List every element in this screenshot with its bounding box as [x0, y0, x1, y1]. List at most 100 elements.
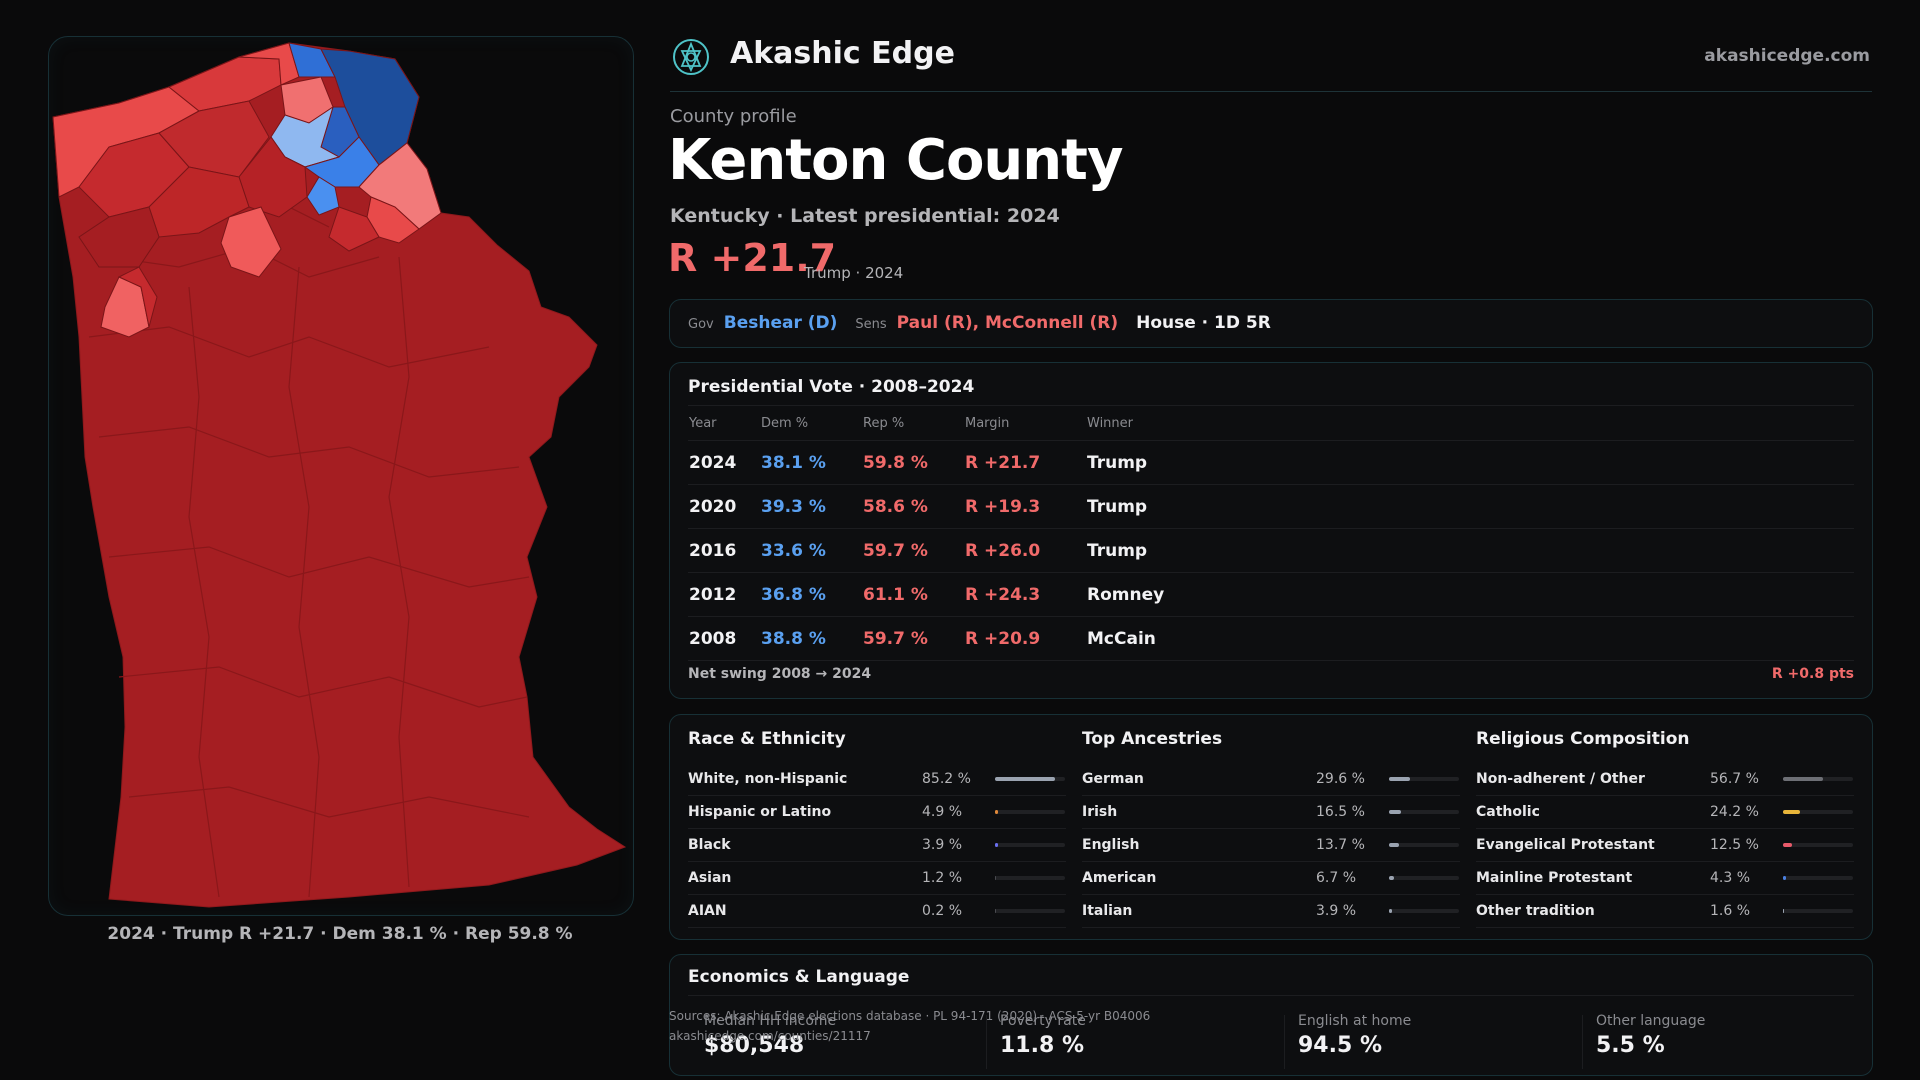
- stat-separator: [986, 1015, 987, 1069]
- item-label: American: [1082, 870, 1157, 886]
- col-rep: Rep %: [862, 405, 964, 441]
- celtic-knot-icon[interactable]: [672, 38, 710, 76]
- table-row[interactable]: 2024 38.1 % 59.8 % R +21.7 Trump: [688, 440, 1854, 485]
- cell-winner: Romney: [1086, 572, 1854, 617]
- list-item: AIAN 0.2 %: [688, 895, 1066, 928]
- cell-margin: R +24.3: [964, 572, 1086, 617]
- share-bar-fill: [995, 843, 998, 847]
- share-bar-fill: [995, 876, 997, 880]
- share-bar: [1783, 843, 1853, 847]
- item-value: 1.2 %: [922, 870, 963, 886]
- stat-label: Median HH income: [704, 1013, 837, 1029]
- item-label: Catholic: [1476, 804, 1540, 820]
- cell-year: 2012: [688, 572, 760, 617]
- net-swing-label: Net swing 2008 → 2024: [688, 666, 872, 682]
- item-value: 56.7 %: [1710, 771, 1759, 787]
- share-bar: [995, 843, 1065, 847]
- col-winner: Winner: [1086, 405, 1854, 441]
- item-label: Asian: [688, 870, 732, 886]
- sources-url[interactable]: akashicedge.com/counties/21117: [669, 1029, 871, 1043]
- item-label: Evangelical Protestant: [1476, 837, 1655, 853]
- share-bar: [1783, 810, 1853, 814]
- brand-name[interactable]: Akashic Edge: [730, 36, 955, 71]
- cell-winner: Trump: [1086, 528, 1854, 573]
- share-bar: [1783, 876, 1853, 880]
- item-value: 13.7 %: [1316, 837, 1365, 853]
- share-bar: [1783, 777, 1853, 781]
- share-bar: [1783, 909, 1853, 913]
- stat-other-language: Other language 5.5 %: [1596, 1013, 1705, 1058]
- cell-year: 2024: [688, 440, 760, 485]
- col-dem: Dem %: [760, 405, 862, 441]
- list-item: Asian 1.2 %: [688, 862, 1066, 895]
- cell-margin: R +21.7: [964, 440, 1086, 485]
- cell-winner: Trump: [1086, 440, 1854, 485]
- page-subtitle: Kentucky · Latest presidential: 2024: [670, 205, 1060, 227]
- race-title: Race & Ethnicity: [688, 729, 846, 749]
- cell-year: 2016: [688, 528, 760, 573]
- share-bar: [1389, 876, 1459, 880]
- share-bar: [995, 810, 1065, 814]
- list-item: Mainline Protestant 4.3 %: [1476, 862, 1854, 895]
- officials-card: Gov Beshear (D) Sens Paul (R), McConnell…: [669, 299, 1873, 348]
- governor-value: Beshear (D): [723, 313, 838, 333]
- county-map-panel[interactable]: [48, 36, 634, 916]
- stat-median-income: Median HH income $80,548: [704, 1013, 836, 1058]
- page-eyebrow: County profile: [670, 106, 797, 127]
- list-item: Evangelical Protestant 12.5 %: [1476, 829, 1854, 862]
- cell-dem: 33.6 %: [760, 528, 862, 573]
- senators-value: Paul (R), McConnell (R): [896, 313, 1119, 333]
- share-bar: [995, 876, 1065, 880]
- map-caption: 2024 · Trump R +21.7 · Dem 38.1 % · Rep …: [107, 924, 573, 944]
- share-bar-fill: [1783, 909, 1785, 913]
- item-label: English: [1082, 837, 1140, 853]
- ancestry-title: Top Ancestries: [1082, 729, 1223, 749]
- county-precinct-map[interactable]: [49, 37, 633, 915]
- stat-english-home: English at home 94.5 %: [1298, 1013, 1411, 1058]
- table-row[interactable]: 2020 39.3 % 58.6 % R +19.3 Trump: [688, 484, 1854, 529]
- item-label: Other tradition: [1476, 903, 1595, 919]
- item-label: Mainline Protestant: [1476, 870, 1633, 886]
- share-bar: [1389, 843, 1459, 847]
- item-value: 0.2 %: [922, 903, 963, 919]
- site-link[interactable]: akashicedge.com: [1704, 46, 1870, 66]
- list-item: Black 3.9 %: [688, 829, 1066, 862]
- share-bar-fill: [1389, 843, 1399, 847]
- item-label: Italian: [1082, 903, 1133, 919]
- table-row[interactable]: 2008 38.8 % 59.7 % R +20.9 McCain: [688, 616, 1854, 661]
- header-divider: [670, 91, 1872, 92]
- cell-rep: 58.6 %: [862, 484, 964, 529]
- cell-dem: 36.8 %: [760, 572, 862, 617]
- share-bar-fill: [1783, 876, 1786, 880]
- cell-winner: McCain: [1086, 616, 1854, 661]
- cell-dem: 39.3 %: [760, 484, 862, 529]
- list-item: American 6.7 %: [1082, 862, 1460, 895]
- list-item: White, non-Hispanic 85.2 %: [688, 763, 1066, 796]
- share-bar-fill: [995, 777, 1055, 781]
- list-item: Catholic 24.2 %: [1476, 796, 1854, 829]
- sens-label: Sens: [855, 317, 887, 332]
- table-row[interactable]: 2012 36.8 % 61.1 % R +24.3 Romney: [688, 572, 1854, 617]
- item-label: Non-adherent / Other: [1476, 771, 1645, 787]
- item-value: 16.5 %: [1316, 804, 1365, 820]
- cell-year: 2020: [688, 484, 760, 529]
- item-value: 4.9 %: [922, 804, 963, 820]
- table-row[interactable]: 2016 33.6 % 59.7 % R +26.0 Trump: [688, 528, 1854, 573]
- share-bar: [995, 909, 1065, 913]
- headline-margin: R +21.7: [668, 236, 837, 280]
- share-bar: [1389, 777, 1459, 781]
- item-value: 12.5 %: [1710, 837, 1759, 853]
- demographics-card: Race & Ethnicity White, non-Hispanic 85.2…: [669, 714, 1873, 940]
- stat-label: English at home: [1298, 1013, 1412, 1029]
- list-item: English 13.7 %: [1082, 829, 1460, 862]
- sources-note: Sources: Akashic Edge elections database…: [669, 1006, 1150, 1046]
- list-item: Irish 16.5 %: [1082, 796, 1460, 829]
- economics-divider: [688, 995, 1854, 996]
- headline-margin-note: Trump · 2024: [804, 264, 904, 282]
- cell-margin: R +20.9: [964, 616, 1086, 661]
- presidential-vote-card: Presidential Vote · 2008–2024 Year Dem %…: [669, 362, 1873, 699]
- item-label: German: [1082, 771, 1144, 787]
- cell-margin: R +19.3: [964, 484, 1086, 529]
- item-label: Hispanic or Latino: [688, 804, 832, 820]
- share-bar-fill: [1783, 810, 1800, 814]
